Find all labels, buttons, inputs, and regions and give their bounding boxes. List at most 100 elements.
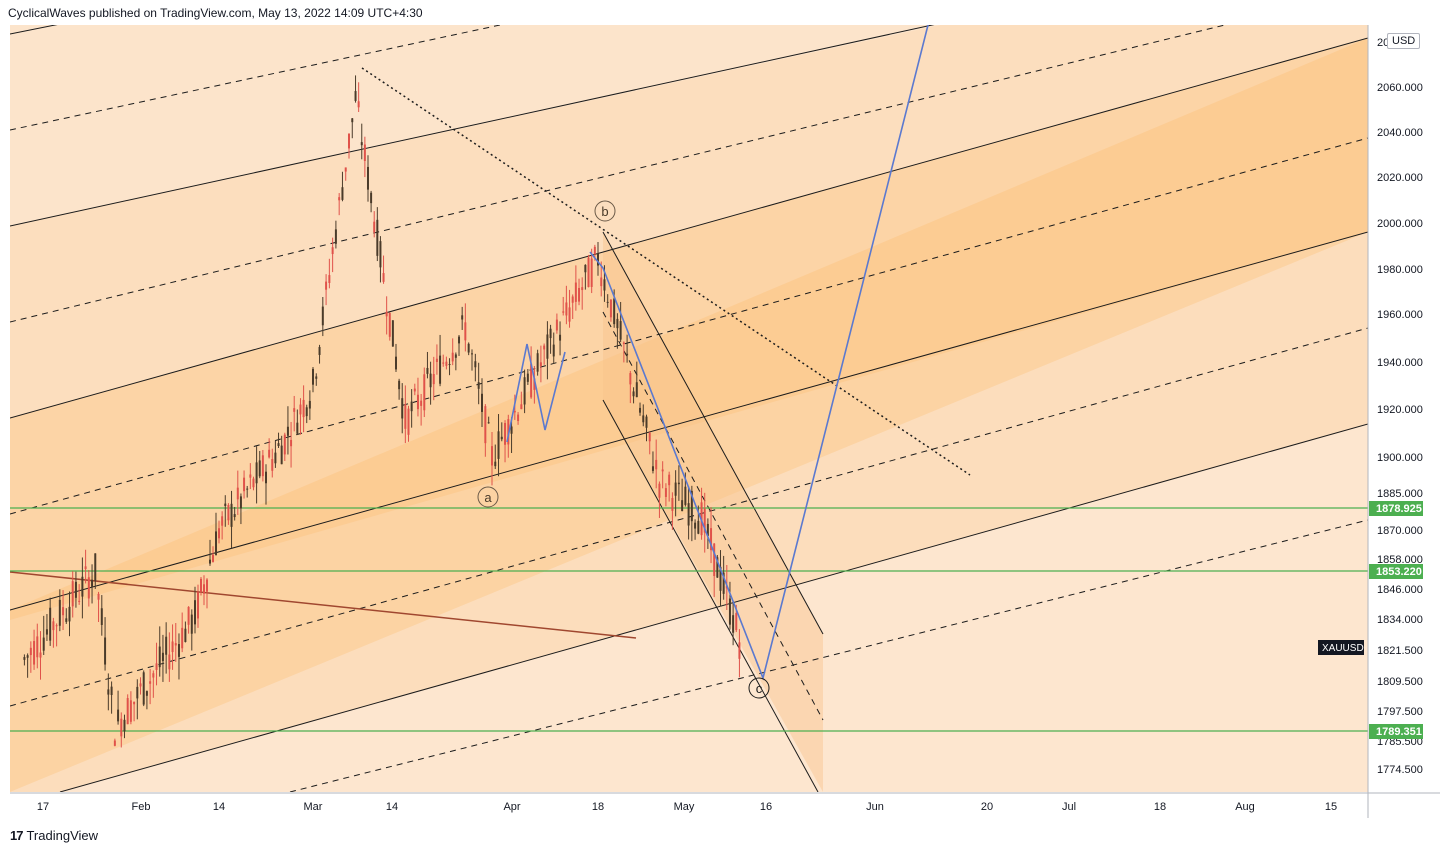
candle-body	[609, 299, 612, 318]
x-tick: 18	[1154, 801, 1166, 813]
candle-body	[104, 637, 107, 665]
candle-body	[429, 373, 432, 388]
candle-body	[629, 373, 632, 385]
candle-body	[504, 423, 507, 445]
candle-body	[728, 598, 731, 625]
x-tick: 16	[760, 801, 772, 813]
candle-body	[694, 522, 697, 529]
currency-label[interactable]: USD	[1387, 33, 1421, 49]
candle-body	[416, 394, 419, 410]
candle-body	[681, 500, 684, 512]
candle-body	[110, 686, 113, 696]
candle-body	[29, 647, 32, 656]
candle-body	[209, 559, 211, 564]
candle-body	[161, 652, 164, 662]
candle-body	[165, 636, 168, 655]
candle-body	[249, 474, 252, 478]
wave-label-a: a	[477, 486, 499, 508]
candle-body	[687, 503, 690, 526]
candle-body	[616, 318, 619, 329]
candle-body	[190, 614, 193, 634]
y-tick: 1821.500	[1377, 645, 1423, 657]
candle-body	[42, 637, 45, 651]
candle-body	[36, 636, 39, 658]
candle-body	[471, 353, 473, 355]
candle-body	[413, 388, 416, 392]
candle-body	[261, 455, 264, 477]
candle-body	[305, 407, 308, 417]
candle-body	[454, 354, 457, 358]
candle-body	[33, 641, 36, 665]
candle-body	[45, 629, 48, 635]
candle-body	[458, 336, 461, 344]
dashed-line-2	[10, 137, 1368, 515]
candle-body	[613, 298, 616, 325]
candle-body	[426, 367, 429, 374]
y-axis[interactable]: 20 2060.000 2040.000 2020.000 2000.000 1…	[1377, 37, 1423, 776]
x-tick: 14	[213, 801, 225, 813]
candle-body	[448, 364, 451, 366]
candle-body	[203, 584, 205, 594]
candle-body	[632, 391, 635, 397]
band-center-dark	[10, 38, 1368, 792]
candle-body	[23, 657, 26, 660]
svg-text:XAUUSD: XAUUSD	[1322, 643, 1364, 654]
candle-body	[445, 361, 448, 366]
candle-body	[517, 414, 520, 422]
candle-body	[370, 192, 373, 204]
candle-body	[325, 281, 328, 290]
candle-body	[677, 482, 680, 485]
candle-body	[321, 306, 324, 326]
candle-body	[142, 672, 145, 705]
candle-body	[491, 446, 493, 466]
candle-body	[407, 408, 410, 435]
x-axis[interactable]: 17 Feb 14 Mar 14 Apr 18 May 16 Jun 20 Ju…	[37, 801, 1337, 813]
candle-body	[497, 431, 500, 459]
candle-body	[299, 404, 302, 415]
candle-body	[510, 426, 513, 434]
y-tick: 1900.000	[1377, 452, 1423, 464]
symbol-badge: XAUUSD	[1318, 640, 1364, 655]
y-tick: 1980.000	[1377, 264, 1423, 276]
candle-body	[363, 144, 366, 161]
candle-body	[552, 344, 555, 357]
candle-body	[716, 557, 719, 578]
candle-body	[401, 398, 404, 419]
candle-body	[671, 498, 674, 511]
candle-body	[584, 264, 587, 273]
x-tick: Jul	[1062, 801, 1076, 813]
candle-body	[218, 528, 220, 539]
candle-body	[252, 478, 255, 488]
x-tick: 17	[37, 801, 49, 813]
candle-body	[65, 618, 68, 622]
candle-body	[81, 576, 84, 597]
candle-body	[661, 469, 664, 472]
candle-body	[523, 377, 526, 405]
candle-body	[388, 312, 391, 337]
candle-body	[536, 353, 539, 372]
falling-channel-shade	[603, 232, 823, 792]
candle-body	[215, 531, 217, 555]
candle-body	[574, 282, 577, 302]
candle-body	[549, 328, 552, 339]
candle-body	[410, 401, 413, 412]
candle-body	[174, 643, 177, 646]
candle-body	[385, 311, 388, 317]
dashed-line-4	[289, 519, 1368, 792]
brown-trend-line	[10, 571, 637, 639]
candle-body	[500, 436, 503, 440]
candle-body	[494, 461, 497, 467]
candle-body	[331, 247, 334, 255]
candle-body	[126, 698, 129, 725]
candle-body	[58, 599, 61, 626]
candle-body	[713, 543, 716, 577]
candle-body	[451, 352, 454, 362]
candle-body	[197, 592, 199, 619]
candle-body	[703, 508, 706, 533]
y-tick: 1960.000	[1377, 309, 1423, 321]
svg-text:1878.925: 1878.925	[1376, 503, 1422, 515]
candle-body	[571, 296, 574, 303]
candle-body	[513, 410, 516, 413]
candle-body	[420, 400, 423, 406]
